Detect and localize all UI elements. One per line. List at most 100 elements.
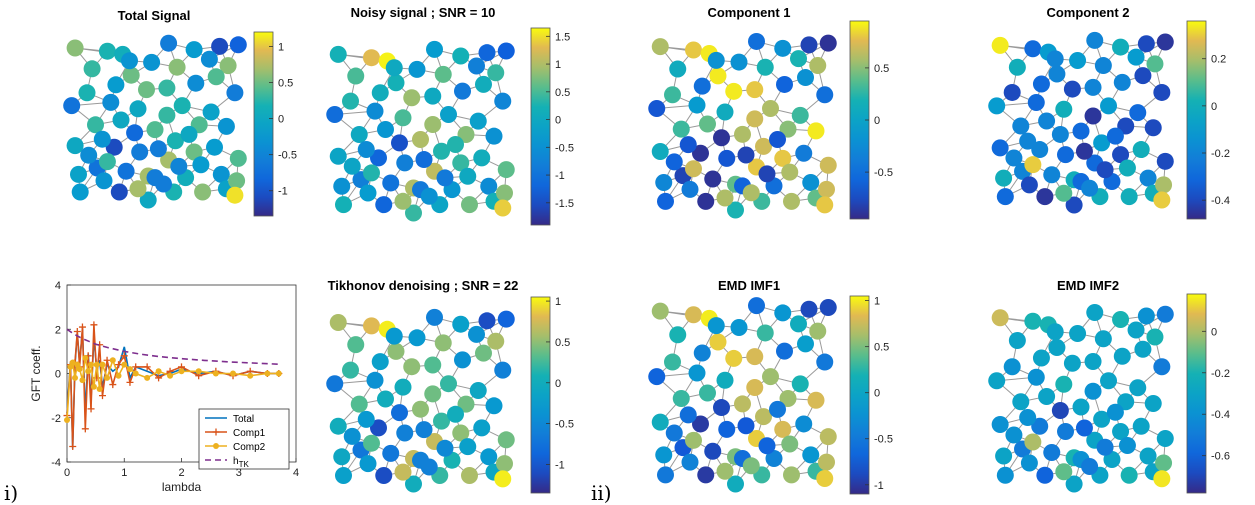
graph-node	[1096, 161, 1114, 179]
graph-node	[769, 130, 786, 148]
graph-node	[478, 44, 496, 62]
graph-node	[1012, 393, 1030, 411]
graph-node	[774, 304, 792, 322]
graph-node	[746, 110, 764, 128]
series-marker	[275, 370, 282, 377]
graph-node	[1086, 304, 1104, 321]
graph-node	[1129, 104, 1147, 122]
graph-node	[1031, 417, 1049, 435]
graph-node	[403, 89, 421, 107]
colorbar-tick-label: -0.2	[1211, 368, 1230, 380]
panel-label-left: i)	[4, 481, 18, 505]
graph-node	[1113, 73, 1131, 91]
colorbar-tick-label: 0	[1211, 326, 1217, 338]
graph-node	[1065, 475, 1083, 493]
graph-node	[707, 317, 725, 335]
colorbar-tick-label: 0.5	[874, 63, 889, 75]
graph-node	[377, 390, 394, 408]
graph-node	[818, 453, 835, 471]
graph-node	[1156, 33, 1174, 51]
graph-node	[121, 52, 138, 70]
graph-node	[716, 189, 734, 207]
series-marker	[90, 321, 98, 329]
graph-node	[1027, 94, 1045, 112]
series-marker	[155, 368, 162, 375]
graph-panel: EMD IMF2 0 -0.2 -0.4 -0.6	[988, 278, 1230, 494]
graph-node	[685, 431, 702, 449]
graph-node	[342, 361, 359, 379]
graph-node	[1055, 375, 1073, 393]
legend-label: hTK	[233, 456, 249, 469]
graph-node	[415, 421, 433, 439]
graph-node	[1019, 132, 1037, 150]
y-axis-label: GFT coeff.	[29, 345, 43, 401]
gft-line-plot: 0 1 2 3 4 4 2 0 -2 -4 lambda GFT coeff. Total Comp1 Co…	[29, 280, 299, 494]
graph-node	[424, 115, 442, 133]
colorbar-tick-label: -0.5	[874, 434, 893, 446]
graph-node	[357, 141, 375, 159]
graph-node	[350, 395, 368, 413]
colorbar-tick-label: 0	[1211, 101, 1217, 113]
colorbar-tick-label: -1	[278, 186, 288, 198]
series-marker	[67, 363, 74, 370]
graph-node	[357, 410, 375, 428]
graph-node	[783, 192, 800, 210]
graph-node	[725, 82, 743, 100]
graph-node	[391, 404, 408, 422]
graph-node	[797, 69, 814, 87]
graph-node	[1134, 340, 1152, 358]
series-marker	[132, 370, 139, 377]
graph-node	[685, 160, 702, 178]
graph-node	[394, 192, 412, 210]
graph-node	[363, 317, 380, 335]
x-tick-label: 4	[293, 467, 299, 479]
plot-title: Tikhonov denoising ; SNR = 22	[328, 278, 519, 293]
graph-node	[342, 92, 359, 110]
graph-node	[366, 371, 384, 389]
graph-node	[681, 453, 699, 471]
graph-node	[1036, 188, 1054, 206]
graph-node	[688, 96, 706, 114]
series-marker	[72, 374, 79, 381]
graph-node	[1046, 323, 1064, 341]
graph-node	[774, 39, 792, 57]
graph-node	[795, 415, 813, 433]
graph-node	[1038, 112, 1056, 130]
graph-node	[1024, 40, 1042, 58]
colorbar-tick-label: 0	[555, 115, 561, 127]
graph-node	[762, 368, 779, 386]
graph-node	[1051, 125, 1069, 143]
graph-node	[375, 467, 393, 484]
graph-node	[742, 184, 760, 202]
series-marker	[88, 361, 95, 368]
graph-node	[494, 199, 512, 217]
graph-node	[1153, 191, 1171, 209]
colorbar	[530, 296, 551, 494]
graph-node	[693, 344, 711, 362]
series-marker	[104, 374, 111, 381]
graph-node	[1096, 438, 1114, 456]
graph-node	[699, 115, 716, 133]
graph-node	[149, 140, 167, 158]
colorbar-tick-label: -0.4	[1211, 195, 1230, 207]
colorbar-tick-label: -0.6	[1211, 451, 1230, 463]
colorbar-tick-label: -0.2	[1211, 148, 1230, 160]
colorbar-tick-label: -0.5	[278, 150, 297, 162]
graph-node	[347, 336, 365, 354]
graph-node	[497, 310, 515, 328]
graph-node	[727, 201, 744, 219]
colorbar-tick-label: 1.5	[555, 31, 570, 43]
graph-node	[748, 32, 765, 50]
graph-node	[664, 86, 681, 104]
colorbar-tick-label: 1	[278, 41, 284, 53]
graph-node	[1155, 454, 1173, 472]
graph-node	[1084, 382, 1102, 400]
graph-node	[326, 105, 344, 123]
graph-node	[791, 375, 809, 393]
graph-node	[122, 66, 140, 84]
graph-node	[1093, 134, 1111, 152]
graph-node	[991, 139, 1009, 157]
series-marker	[120, 352, 128, 360]
graph-node	[447, 405, 464, 423]
plot-title: Noisy signal ; SNR = 10	[351, 5, 496, 20]
